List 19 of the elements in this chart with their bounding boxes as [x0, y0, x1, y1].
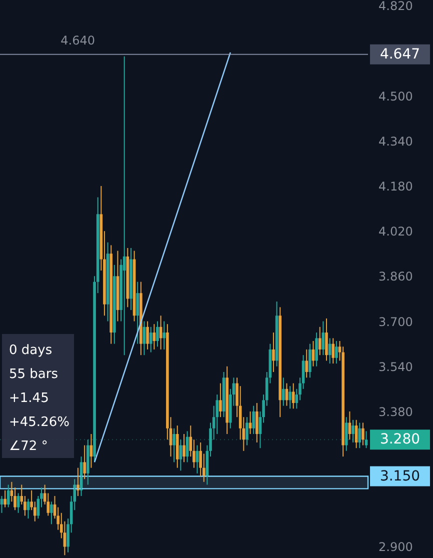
annotation: +1.45: [9, 391, 49, 406]
y-tick-label: 4.820: [378, 0, 413, 14]
annotation: 4.640: [60, 33, 95, 48]
ref-line-label: 4.647: [380, 46, 420, 62]
y-tick-label: 3.380: [378, 404, 413, 419]
y-tick-label: 2.900: [378, 540, 413, 554]
y-tick-label: 3.700: [378, 314, 413, 329]
y-tick-label: 4.180: [378, 180, 413, 194]
y-tick-label: 4.020: [378, 224, 413, 239]
y-tick-label: 4.500: [378, 89, 413, 104]
ref-line-label: 3.280: [380, 432, 420, 448]
y-tick-label: 4.340: [378, 134, 413, 148]
y-tick-label: 3.540: [378, 360, 413, 374]
annotation: ∠72 °: [9, 439, 48, 454]
annotation: 55 bars: [9, 367, 58, 382]
y-tick-label: 3.860: [378, 270, 413, 284]
annotation: 0 days: [9, 343, 52, 358]
band-label: 3.150: [380, 468, 420, 484]
annotation: +45.26%: [9, 415, 70, 430]
